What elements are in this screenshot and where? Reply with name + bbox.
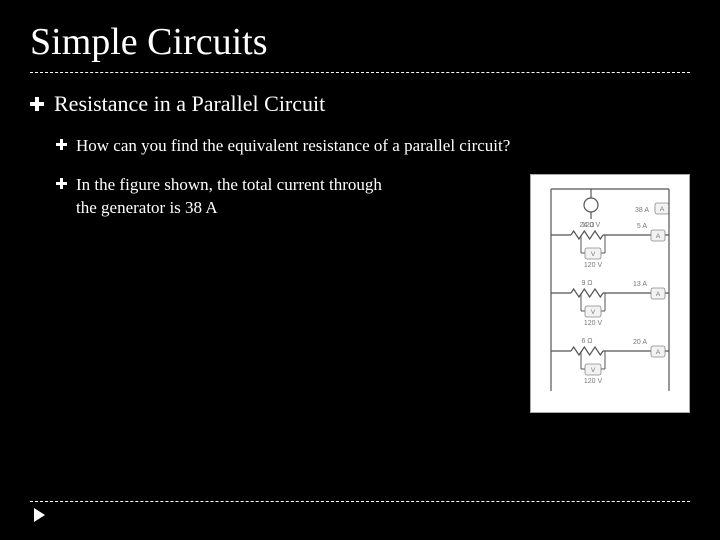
svg-text:13 A: 13 A xyxy=(633,281,647,288)
svg-text:A: A xyxy=(656,291,661,298)
svg-text:120 V: 120 V xyxy=(584,378,603,385)
lvl2b-line2: the generator is 38 A xyxy=(76,198,218,217)
svg-text:20 A: 20 A xyxy=(633,339,647,346)
svg-text:V: V xyxy=(591,367,596,374)
svg-text:120 V: 120 V xyxy=(584,320,603,327)
svg-text:120 V: 120 V xyxy=(584,262,603,269)
svg-text:5 A: 5 A xyxy=(637,223,647,230)
svg-text:A: A xyxy=(660,206,665,213)
lvl2b-line1: In the figure shown, the total current t… xyxy=(76,175,382,194)
svg-text:V: V xyxy=(591,251,596,258)
svg-text:6 Ω: 6 Ω xyxy=(581,338,592,345)
plus-icon xyxy=(30,97,44,111)
svg-text:A: A xyxy=(656,233,661,240)
bullet-lvl2-b: In the figure shown, the total current t… xyxy=(30,174,520,220)
svg-text:V: V xyxy=(591,309,596,316)
slide: Simple Circuits Resistance in a Parallel… xyxy=(0,0,720,540)
text-column: In the figure shown, the total current t… xyxy=(30,174,520,236)
lvl1-text: Resistance in a Parallel Circuit xyxy=(54,91,325,116)
svg-text:9 Ω: 9 Ω xyxy=(581,280,592,287)
plus-icon xyxy=(56,139,67,150)
slide-title: Simple Circuits xyxy=(30,20,690,64)
lvl2a-text: How can you find the equivalent resistan… xyxy=(76,136,510,155)
content-row: In the figure shown, the total current t… xyxy=(30,174,690,413)
plus-icon xyxy=(56,178,67,189)
divider-top xyxy=(30,72,690,73)
bullet-lvl2-a: How can you find the equivalent resistan… xyxy=(30,135,690,158)
divider-bottom xyxy=(30,501,690,502)
circuit-figure: 120 V 38 A A 24 Ω A 5 A V 120 V 9 Ω A 13 A V 120 V 6 … xyxy=(530,174,690,413)
svg-text:A: A xyxy=(656,349,661,356)
circuit-svg: 120 V 38 A A 24 Ω A 5 A V 120 V 9 Ω A 13 A V 120 V 6 … xyxy=(531,175,689,410)
svg-text:38 A: 38 A xyxy=(635,207,649,214)
svg-text:24 Ω: 24 Ω xyxy=(580,222,595,229)
bullet-lvl1: Resistance in a Parallel Circuit xyxy=(30,91,690,117)
play-icon[interactable] xyxy=(34,508,45,522)
